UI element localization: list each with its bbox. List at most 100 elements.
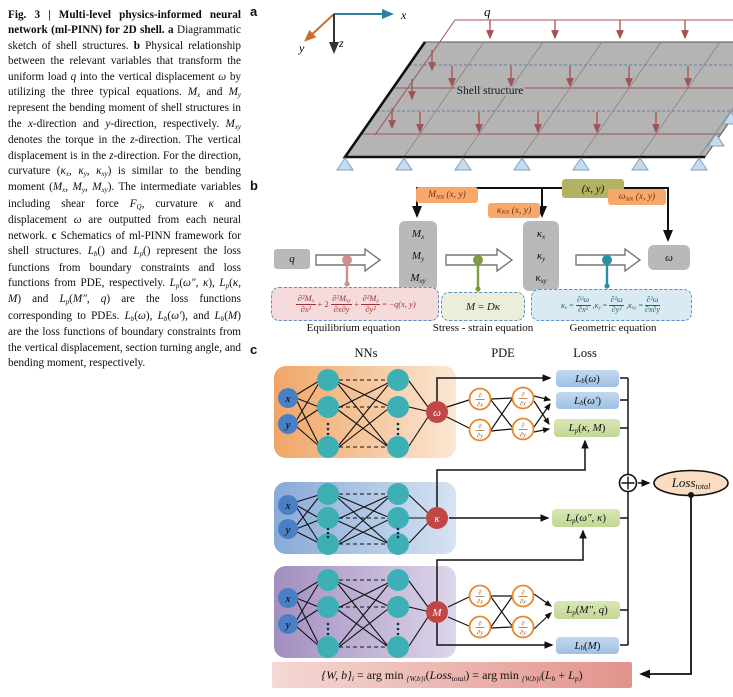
support-triangles — [336, 111, 733, 171]
moment-mxy: Mxy — [410, 272, 426, 285]
d-dx: ∂x — [520, 401, 526, 408]
d-num: ∂ — [521, 590, 524, 597]
g2-frac: ∂²ω ∂y² — [609, 294, 625, 314]
eq1-rhs: = −q(x, y) — [382, 299, 416, 309]
op1: + 2 — [317, 299, 329, 309]
x-axis-label: x — [400, 8, 407, 22]
shell-structure-label: Shell structure — [457, 85, 524, 97]
lp-kappa-m-text: Lp(κ, M) — [568, 422, 606, 435]
d-dy: ∂y — [477, 630, 483, 637]
nn3-output-moment: M — [431, 607, 442, 619]
frac-1: ∂²Mx ∂x² — [296, 292, 316, 315]
lp-m2-q-text: Lp(M″, q) — [566, 604, 608, 617]
loss-lp-omega2-kappa: Lp(ω″, κ) — [552, 509, 620, 527]
y-axis-label: y — [298, 41, 305, 55]
nn-block-omega — [274, 366, 456, 458]
nn1-input-y: y — [285, 419, 291, 431]
y-axis — [304, 13, 335, 42]
node-omega: ω — [648, 245, 690, 270]
frac-3: ∂²My ∂y² — [361, 292, 381, 315]
nn3-neurons — [278, 569, 448, 658]
nn3-input-x: x — [285, 593, 291, 605]
frac-2: ∂²Mxy ∂x∂y — [330, 292, 353, 315]
node-q-label: q — [289, 253, 295, 265]
moment-my: My — [411, 250, 425, 263]
nn1-output-omega: ω — [433, 407, 441, 419]
s2: , — [626, 300, 629, 310]
loss-total-text: Losstotal — [671, 475, 711, 492]
g3-frac: ∂²ω ∂x∂y — [644, 294, 660, 314]
d-dy: ∂y — [520, 432, 526, 439]
equilibrium-equation-box: ∂²Mx ∂x² + 2 ∂²Mxy ∂x∂y + ∂²My ∂y² = −q(x, … — [271, 287, 439, 321]
equation-link-teal — [602, 255, 612, 289]
d-dy: ∂y — [520, 630, 526, 637]
g1l: κx = — [561, 300, 574, 311]
curv-kxy: κxy — [535, 272, 547, 285]
coordinate-axes — [304, 9, 394, 54]
eq2-text: M = Dκ — [465, 300, 501, 313]
ml-pinn-framework: x y x y x y ω κ M — [278, 369, 729, 679]
stress-strain-equation-caption: Stress - strain equation — [432, 322, 534, 334]
d-dx: ∂x — [520, 599, 526, 606]
nn3-input-y: y — [285, 619, 291, 631]
nn1-input-x: x — [285, 393, 291, 405]
nn2-input-x: x — [285, 500, 291, 512]
loss-lb-m: Lb(M) — [556, 637, 619, 654]
panel-label-b: b — [250, 178, 258, 193]
load-arrows — [388, 20, 692, 134]
nn1-neurons — [278, 369, 448, 458]
header-pde: PDE — [491, 346, 515, 360]
shell-plate — [344, 41, 733, 158]
variable-flow-diagram — [315, 187, 673, 292]
s1: , — [592, 300, 595, 310]
loss-lb-omega-prime: Lb(ω′) — [556, 392, 619, 409]
node-curvatures: κx κy κxy — [523, 221, 559, 291]
d-dx: ∂x — [477, 599, 483, 606]
loss-total-label: Losstotal — [656, 472, 726, 494]
stress-strain-equation-box: M = Dκ — [441, 292, 525, 321]
z-axis-label: z — [338, 36, 344, 50]
label-kappa-nn: κNN (x, y) — [488, 203, 540, 218]
nn2-neurons — [278, 483, 448, 555]
d-num: ∂ — [478, 393, 481, 400]
derivative-operators: ∂ ∂x ∂ ∂y ∂ ∂x ∂ ∂y ∂ ∂x ∂ ∂y ∂ ∂x ∂ ∂y — [468, 386, 535, 639]
d-num: ∂ — [478, 424, 481, 431]
nn2-output-kappa: κ — [434, 513, 440, 525]
label-omega-nn: ωNN (x, y) — [608, 189, 666, 205]
moment-mx: Mx — [411, 228, 425, 241]
d-num: ∂ — [478, 621, 481, 628]
optimization-equation-text: {W, b}i = arg min {W,b}i(Losstotal) = ar… — [321, 667, 583, 683]
panel-label-a: a — [250, 4, 258, 19]
curv-kx: κx — [536, 228, 546, 241]
lp-omega2-kappa-text: Lp(ω″, κ) — [565, 512, 606, 525]
m-nn-text: MNN (x, y) — [428, 190, 466, 201]
node-omega-label: ω — [665, 251, 673, 264]
op2: + — [354, 299, 360, 309]
equation-link-green — [473, 255, 483, 292]
curv-ky: κy — [536, 250, 546, 263]
g1-frac: ∂²ω ∂x² — [575, 294, 591, 314]
plus-icon — [621, 476, 635, 490]
plate-front-edges — [342, 41, 705, 159]
label-m-nn: MNN (x, y) — [416, 187, 478, 203]
header-nns: NNs — [354, 346, 378, 360]
lb-omega-text: Lb(ω) — [575, 372, 600, 386]
load-q-label: q — [484, 4, 491, 19]
lb-m-text: Lb(M) — [574, 639, 601, 653]
loss-lb-omega: Lb(ω) — [556, 370, 619, 387]
g3l: κxy = — [628, 300, 643, 311]
d-num: ∂ — [478, 590, 481, 597]
geometric-equation-box: κx = ∂²ω ∂x² , κy = ∂²ω ∂y² , κxy = ∂²ω ∂x∂… — [531, 289, 692, 321]
nn2-input-y: y — [285, 524, 291, 536]
node-xy-label: (x, y) — [581, 182, 605, 195]
d-num: ∂ — [521, 392, 524, 399]
lb-omega-prime-text: Lb(ω′) — [573, 394, 602, 408]
d-num: ∂ — [521, 423, 524, 430]
omega-nn-text: ωNN (x, y) — [618, 192, 656, 203]
shell-structure-diagram: x y z q Shell structure — [298, 4, 733, 171]
d-num: ∂ — [521, 621, 524, 628]
geometric-equation-caption: Geometric equation — [569, 322, 657, 334]
loss-collector — [620, 377, 629, 646]
